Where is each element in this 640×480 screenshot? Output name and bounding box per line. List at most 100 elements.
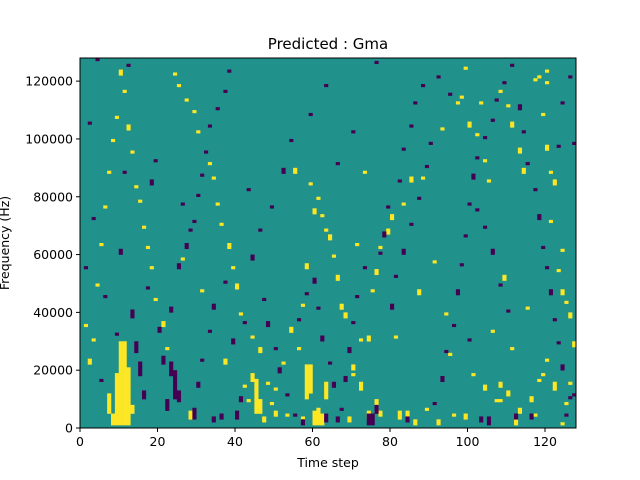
heatmap-cell-low — [196, 381, 201, 388]
heatmap-cell-high — [463, 413, 468, 420]
heatmap-cell-low — [83, 266, 89, 270]
heatmap-cell-low — [490, 118, 495, 122]
heatmap-cell-low — [475, 156, 480, 160]
heatmap-cell-high — [564, 300, 569, 304]
heatmap-cell-high — [370, 289, 375, 293]
x-axis: 0 20 40 60 80 100 120 — [76, 428, 557, 449]
heatmap-cell-low — [169, 361, 174, 377]
heatmap-cell-high — [448, 352, 453, 356]
heatmap-cell-low — [560, 364, 565, 371]
heatmap-cell-high — [452, 413, 457, 417]
heatmap-cell-low — [91, 216, 96, 221]
heatmap-cell-low — [161, 355, 166, 365]
heatmap-cell-low — [99, 378, 104, 382]
heatmap-cell-low — [176, 263, 182, 270]
heatmap-cell-low — [401, 248, 406, 255]
heatmap-cell-low — [324, 84, 329, 88]
heatmap-cell-low — [401, 147, 406, 151]
heatmap-cell-high — [421, 176, 426, 180]
heatmap-cell-high — [118, 341, 123, 426]
heatmap-cell-high — [107, 393, 112, 414]
heatmap-cell-low — [494, 98, 499, 102]
heatmap-cell-high — [556, 269, 561, 273]
heatmap-cell-low — [452, 323, 457, 328]
heatmap-cell-low — [483, 225, 488, 229]
heatmap-cell-low — [459, 263, 464, 267]
heatmap-cell-low — [165, 399, 170, 411]
heatmap-cell-high — [227, 243, 232, 250]
heatmap-cell-low — [134, 341, 139, 354]
heatmap-cell-low — [421, 84, 426, 88]
heatmap-cell-low — [533, 188, 538, 192]
heatmap-cell-high — [223, 358, 228, 365]
heatmap-cell-high — [304, 263, 309, 270]
heatmap-cell-low — [370, 413, 375, 426]
heatmap-cell-low — [351, 321, 356, 325]
heatmap-cell-low — [467, 338, 472, 342]
heatmap-cell-low — [173, 370, 178, 400]
heatmap-cell-low — [149, 179, 154, 186]
heatmap-cell-high — [560, 248, 565, 252]
heatmap-cell-high — [401, 202, 406, 206]
heatmap-cell-low — [227, 69, 232, 73]
heatmap-cell-high — [533, 78, 538, 82]
heatmap-cell-high — [207, 162, 213, 166]
heatmap-cell-low — [297, 318, 302, 322]
heatmap-cell-low — [541, 245, 546, 250]
heatmap-cell-low — [269, 205, 275, 209]
heatmap-cell-low — [250, 254, 255, 261]
heatmap-cell-low — [568, 396, 573, 400]
heatmap-cell-high — [494, 399, 499, 403]
heatmap-cell-low — [386, 205, 391, 209]
heatmap-cell-high — [541, 373, 546, 377]
heatmap-cell-low — [436, 75, 441, 79]
heatmap-cell-low — [273, 347, 278, 351]
heatmap-cell-low — [444, 349, 449, 354]
heatmap-cell-high — [312, 410, 317, 426]
heatmap-cell-high — [432, 260, 437, 264]
heatmap-cell-low — [378, 251, 383, 255]
heatmap-cell-low — [432, 401, 437, 406]
heatmap-cell-low — [285, 393, 290, 397]
heatmap-cells — [80, 58, 577, 428]
heatmap-cell-high — [413, 419, 418, 426]
heatmap-cell-high — [463, 66, 468, 70]
heatmap-cell-low — [397, 179, 402, 183]
heatmap-cell-low — [486, 416, 492, 426]
heatmap-cell-high — [297, 347, 302, 351]
heatmap-cell-low — [324, 413, 329, 423]
plot-frame — [79, 57, 577, 429]
heatmap-cell-high — [254, 378, 259, 414]
heatmap-cell-high — [498, 89, 503, 93]
heatmap-cell-low — [95, 58, 100, 62]
heatmap-cell-low — [103, 295, 108, 299]
heatmap-cell-high — [359, 338, 364, 342]
heatmap-cell-low — [192, 407, 197, 420]
heatmap-cell-low — [413, 101, 418, 105]
heatmap-cell-high — [118, 69, 123, 76]
heatmap-cell-high — [374, 269, 379, 276]
heatmap-cell-low — [157, 326, 162, 333]
heatmap-cell-high — [165, 347, 170, 351]
heatmap-cell-high — [235, 283, 240, 290]
heatmap-cell-high — [502, 274, 507, 281]
heatmap-cell-high — [219, 222, 224, 226]
heatmap-cell-low — [312, 277, 317, 284]
y-tick-label: 0 — [65, 421, 73, 436]
heatmap-cell-low — [289, 138, 294, 143]
heatmap-cell-high — [548, 170, 554, 174]
heatmap-cell-high — [114, 115, 120, 119]
y-tick-label: 100000 — [25, 131, 73, 146]
heatmap-cell-low — [537, 214, 542, 221]
y-axis: 0 20000 40000 60000 80000 100000 120000 — [25, 74, 80, 436]
heatmap-cell-high — [552, 381, 557, 391]
heatmap-cell-high — [130, 404, 135, 414]
heatmap-cell-high — [188, 410, 193, 420]
heatmap-cell-high — [355, 243, 360, 247]
heatmap-cell-high — [331, 254, 337, 258]
heatmap-cell-high — [378, 245, 383, 250]
heatmap-cell-high — [308, 182, 313, 186]
heatmap-cell-low — [126, 63, 131, 67]
heatmap-cell-high — [269, 401, 275, 406]
heatmap-cell-low — [196, 193, 201, 197]
